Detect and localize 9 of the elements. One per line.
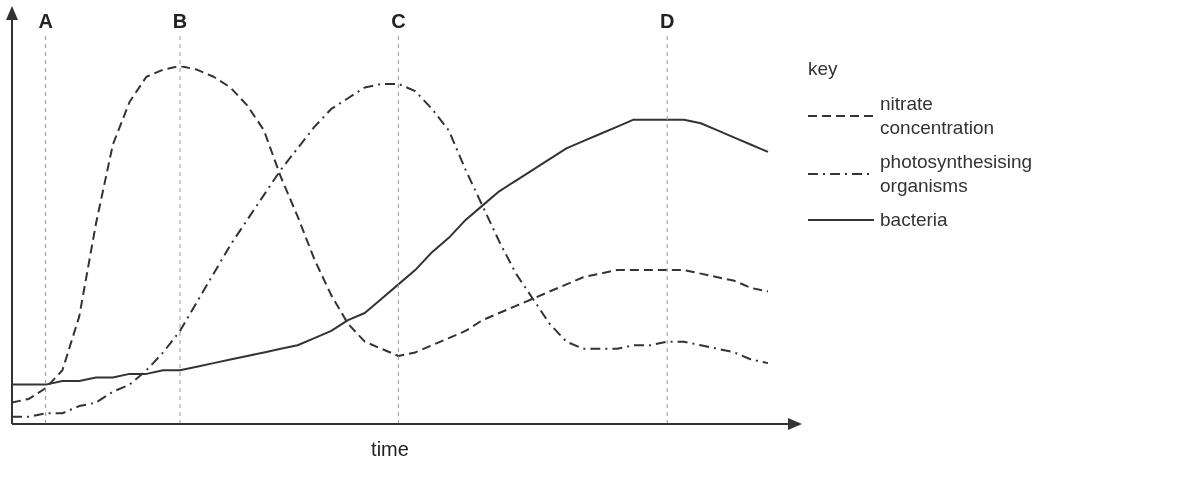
x-tick-label: C [391, 9, 406, 32]
legend-label: bacteria [880, 208, 948, 232]
x-tick-label: B [172, 9, 188, 32]
legend-label: nitrate concentration [880, 92, 996, 140]
x-tick-label: D [659, 9, 675, 32]
x-axis-title: time [371, 437, 409, 460]
legend-title: key [808, 58, 839, 80]
legend-label: photosynthesising organisms [880, 150, 1034, 198]
x-tick-label: A [38, 9, 53, 32]
